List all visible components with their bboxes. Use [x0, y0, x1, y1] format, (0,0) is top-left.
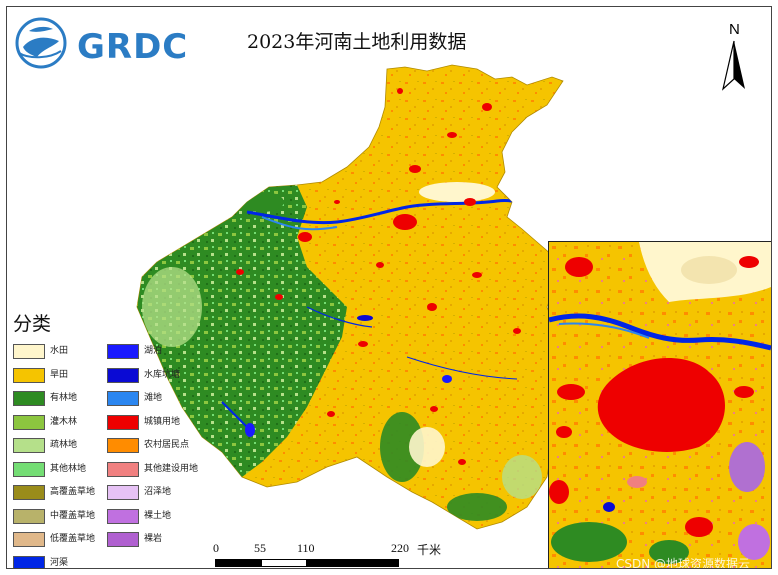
legend-swatch — [107, 391, 139, 406]
scale-segment-3 — [307, 559, 399, 567]
map-title: 2023年河南土地利用数据 — [247, 31, 467, 53]
yellow-river — [246, 199, 533, 231]
scale-tick-110: 110 — [297, 541, 315, 555]
legend-label: 湖泊 — [144, 346, 163, 356]
rivers-and-reservoirs — [221, 306, 518, 437]
legend-swatch — [107, 485, 139, 500]
north-arrow: N — [719, 21, 749, 91]
legend-swatch — [13, 438, 45, 453]
inset-frame — [548, 241, 771, 568]
scale-segment-2 — [261, 559, 307, 567]
scale-tick-0: 0 — [213, 541, 219, 555]
legend-label: 有林地 — [50, 393, 78, 403]
grdc-logo: GRDC — [15, 15, 187, 75]
legend-swatch — [107, 367, 139, 383]
legend-swatch — [107, 438, 139, 453]
legend-swatch — [13, 485, 45, 500]
legend-swatch — [107, 344, 139, 359]
legend-swatch — [13, 344, 45, 359]
legend-title: 分类 — [13, 313, 52, 335]
legend-swatch — [13, 532, 45, 547]
legend-label: 其他建设用地 — [144, 463, 199, 474]
legend-label: 灌木林 — [50, 416, 78, 427]
paddy-patch — [409, 182, 495, 467]
legend-label: 低覆盖草地 — [50, 534, 96, 544]
legend-swatch — [107, 414, 139, 430]
map-frame: GRDC 2023年河南土地利用数据 N 分类 水田旱田有林地灌木林疏林地其他林… — [6, 6, 772, 569]
legend-swatch — [107, 532, 139, 547]
scale-unit: 千米 — [417, 543, 442, 557]
logo-text: GRDC — [77, 27, 189, 67]
legend-label: 滩地 — [144, 393, 163, 403]
scale-tick-220: 220 — [391, 541, 409, 555]
scale-tick-55: 55 — [254, 541, 266, 555]
legend-swatch — [13, 391, 45, 406]
legend-label: 高覆盖草地 — [50, 487, 96, 497]
scale-bar: 0 55 110 220 千米 — [213, 541, 443, 568]
inset-map — [549, 242, 771, 568]
legend-swatch — [13, 555, 45, 568]
legend-swatch — [107, 461, 139, 477]
legend-label: 水田 — [50, 346, 69, 356]
legend-swatch — [13, 414, 45, 430]
legend-label: 裸土地 — [144, 510, 172, 521]
scale-segment-1 — [215, 559, 261, 567]
legend-label: 河渠 — [50, 557, 69, 568]
legend-label: 旱田 — [50, 369, 69, 380]
legend-label: 沼泽地 — [144, 487, 172, 497]
north-label: N — [729, 21, 740, 38]
legend-label: 农村居民点 — [144, 440, 190, 450]
legend-swatch — [13, 461, 45, 477]
legend-label: 其他林地 — [50, 463, 87, 474]
north-arrow-icon — [721, 40, 745, 91]
legend-label: 裸岩 — [144, 534, 163, 544]
legend-swatch — [13, 508, 45, 524]
globe-icon — [15, 17, 67, 69]
legend-label: 中覆盖草地 — [50, 510, 96, 521]
watermark: CSDN @地球资源数据云 — [616, 557, 751, 569]
legend-label: 水库坑塘 — [144, 369, 181, 380]
urban-areas — [236, 88, 521, 465]
legend-label: 疏林地 — [50, 440, 78, 450]
legend-swatch — [107, 508, 139, 524]
legend-swatch — [13, 367, 45, 383]
henan-land-use-map — [136, 64, 771, 568]
legend-label: 城镇用地 — [144, 416, 181, 427]
